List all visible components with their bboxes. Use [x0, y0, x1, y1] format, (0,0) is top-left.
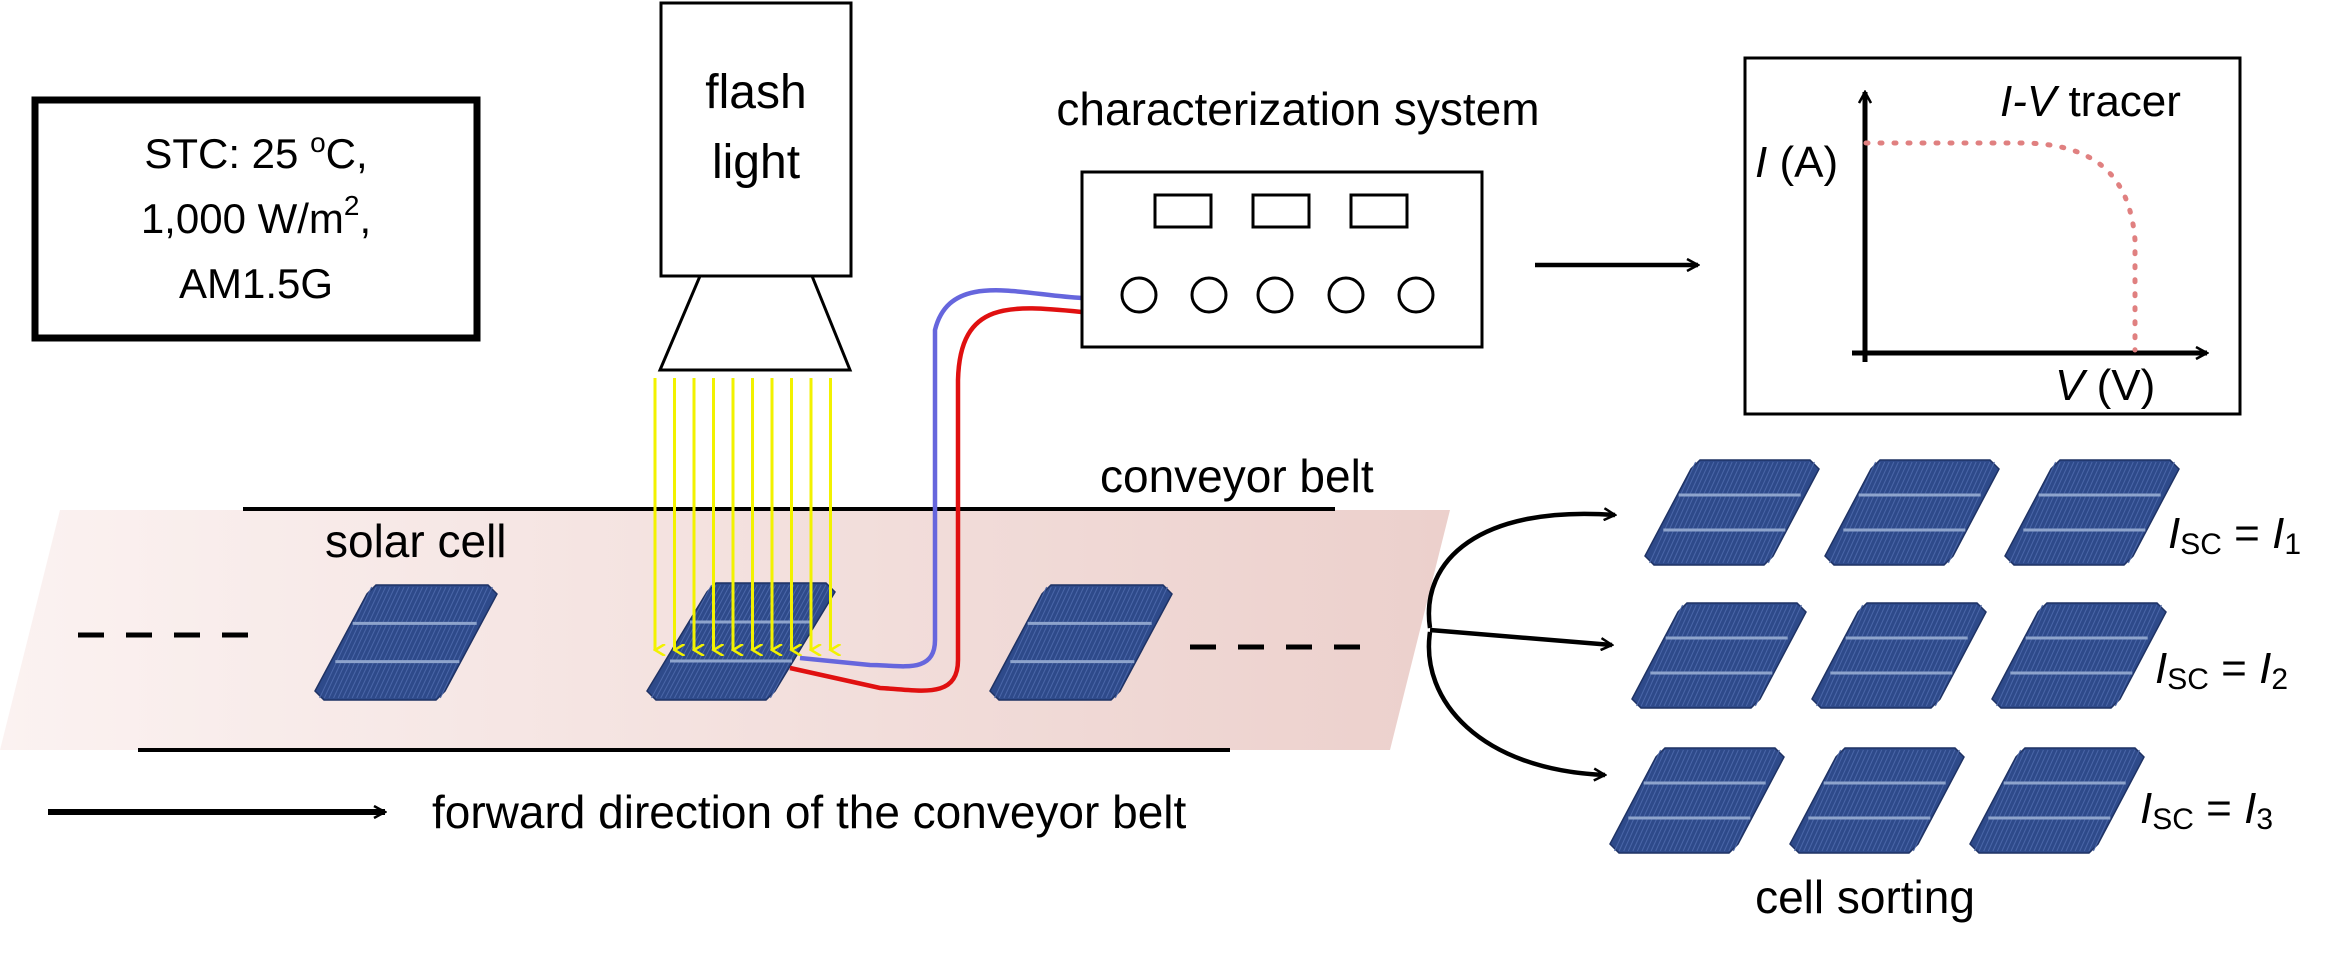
sorting-arrow-middle [1429, 627, 1612, 645]
sorted-cells [1609, 459, 2180, 854]
iv-curve [1863, 140, 2138, 353]
iv-x-axis-label: V (V) [2055, 361, 2155, 410]
flash-light-line2: light [712, 136, 800, 189]
stc-line3: AM1.5G [179, 260, 333, 307]
wire-blue [799, 288, 1083, 669]
iv-y-axis-label: I (A) [1755, 138, 1838, 187]
wire-red [789, 306, 1083, 693]
instrument-display-3 [1349, 193, 1409, 229]
stc-line2: 1,000 W/m2, [141, 190, 371, 242]
sorted-cell-r3-c1 [1609, 747, 1785, 854]
sorting-arrows [1426, 514, 1615, 775]
flash-light: flash light [657, 1, 853, 372]
cell-sorting-label: cell sorting [1755, 871, 1975, 923]
instrument-knob-2 [1190, 276, 1228, 314]
sorted-cell-r1-c1 [1644, 459, 1820, 566]
sorted-cell-r1-c2 [1824, 459, 2000, 566]
instrument-display-1 [1153, 193, 1213, 229]
sorting-arrow-bottom [1426, 631, 1605, 775]
flash-light-line1: flash [705, 66, 806, 119]
sorting-row-3-label: ISC = I3 [2140, 784, 2273, 836]
sorting-labels: ISC = I1 ISC = I2 ISC = I3 cell sorting [1755, 509, 2301, 923]
sorted-cell-r2-c1 [1631, 602, 1807, 709]
instrument-knob-5 [1397, 276, 1435, 314]
solar-cell-label: solar cell [325, 515, 507, 567]
iv-tracer-title: I-V tracer [2000, 77, 2181, 126]
sorted-cell-r2-c3 [1991, 602, 2167, 709]
instrument-knob-1 [1120, 276, 1158, 314]
belt-cell-3 [989, 584, 1173, 701]
sorted-cell-r3-c3 [1969, 747, 2145, 854]
characterization-system-box [1080, 170, 1484, 349]
belt-cell-1 [314, 584, 498, 701]
stc-line1: STC: 25 oC, [144, 127, 367, 177]
characterization-system-label: characterization system [1056, 83, 1539, 135]
belt-cell-under-flash [646, 582, 836, 701]
instrument-knob-3 [1256, 276, 1294, 314]
sorting-row-1-label: ISC = I1 [2168, 509, 2301, 561]
sorted-cell-r1-c3 [2004, 459, 2180, 566]
sorted-cell-r3-c2 [1789, 747, 1965, 854]
belt-cells [314, 582, 1173, 701]
forward-direction-label: forward direction of the conveyor belt [432, 786, 1187, 838]
sorted-cell-r2-c2 [1811, 602, 1987, 709]
conveyor-belt-label: conveyor belt [1100, 450, 1374, 502]
instrument-display-2 [1251, 193, 1311, 229]
flash-lamp-cone [657, 274, 853, 372]
sorting-row-2-label: ISC = I2 [2155, 644, 2288, 696]
instrument-knob-4 [1327, 276, 1365, 314]
light-rays [655, 378, 831, 650]
iv-tracer-box: I-V tracer I (A) V (V) [1743, 56, 2242, 416]
stc-box: STC: 25 oC, 1,000 W/m2, AM1.5G [31, 96, 481, 342]
sorting-arrow-top [1426, 514, 1615, 629]
